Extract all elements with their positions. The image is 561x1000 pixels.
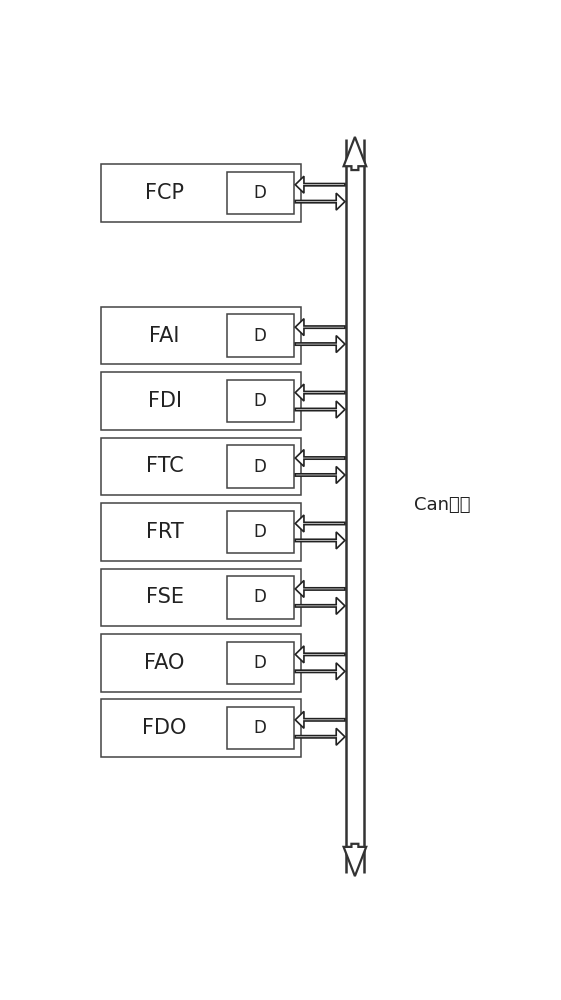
Text: D: D bbox=[254, 719, 266, 737]
Text: FDO: FDO bbox=[142, 718, 187, 738]
FancyArrow shape bbox=[295, 515, 345, 532]
Text: D: D bbox=[254, 654, 266, 672]
Bar bbox=[100, 569, 301, 626]
Bar bbox=[100, 699, 301, 757]
Bar bbox=[100, 164, 301, 222]
Text: FCP: FCP bbox=[145, 183, 184, 203]
Bar bbox=[227, 445, 294, 488]
Bar bbox=[100, 372, 301, 430]
FancyArrow shape bbox=[295, 401, 345, 418]
Bar bbox=[227, 511, 294, 553]
Text: D: D bbox=[254, 458, 266, 476]
Bar bbox=[227, 314, 294, 357]
Bar bbox=[227, 172, 294, 214]
Text: D: D bbox=[254, 523, 266, 541]
FancyArrow shape bbox=[295, 646, 345, 663]
FancyArrow shape bbox=[295, 532, 345, 549]
Bar bbox=[100, 307, 301, 364]
FancyArrow shape bbox=[295, 336, 345, 353]
FancyArrow shape bbox=[343, 844, 366, 876]
Text: D: D bbox=[254, 588, 266, 606]
Text: Can总线: Can总线 bbox=[413, 496, 470, 514]
Bar bbox=[227, 576, 294, 619]
FancyArrow shape bbox=[295, 319, 345, 336]
FancyArrow shape bbox=[295, 384, 345, 401]
FancyArrow shape bbox=[295, 663, 345, 680]
FancyArrow shape bbox=[295, 193, 345, 210]
FancyArrow shape bbox=[295, 597, 345, 614]
FancyArrow shape bbox=[295, 450, 345, 466]
FancyArrow shape bbox=[295, 176, 345, 193]
Bar bbox=[227, 707, 294, 749]
Bar bbox=[227, 642, 294, 684]
Text: FTC: FTC bbox=[146, 456, 183, 477]
Text: D: D bbox=[254, 327, 266, 345]
FancyArrow shape bbox=[295, 466, 345, 483]
Bar bbox=[100, 503, 301, 561]
Text: FAI: FAI bbox=[149, 326, 180, 346]
Text: D: D bbox=[254, 392, 266, 410]
FancyArrow shape bbox=[295, 711, 345, 728]
Text: FRT: FRT bbox=[146, 522, 183, 542]
Bar bbox=[227, 380, 294, 422]
Text: FSE: FSE bbox=[145, 587, 183, 607]
FancyArrow shape bbox=[295, 580, 345, 597]
Text: FDI: FDI bbox=[148, 391, 182, 411]
Bar bbox=[100, 634, 301, 692]
FancyArrow shape bbox=[343, 137, 366, 170]
FancyArrow shape bbox=[295, 728, 345, 745]
Bar bbox=[100, 438, 301, 495]
Text: FAO: FAO bbox=[144, 653, 185, 673]
Text: D: D bbox=[254, 184, 266, 202]
